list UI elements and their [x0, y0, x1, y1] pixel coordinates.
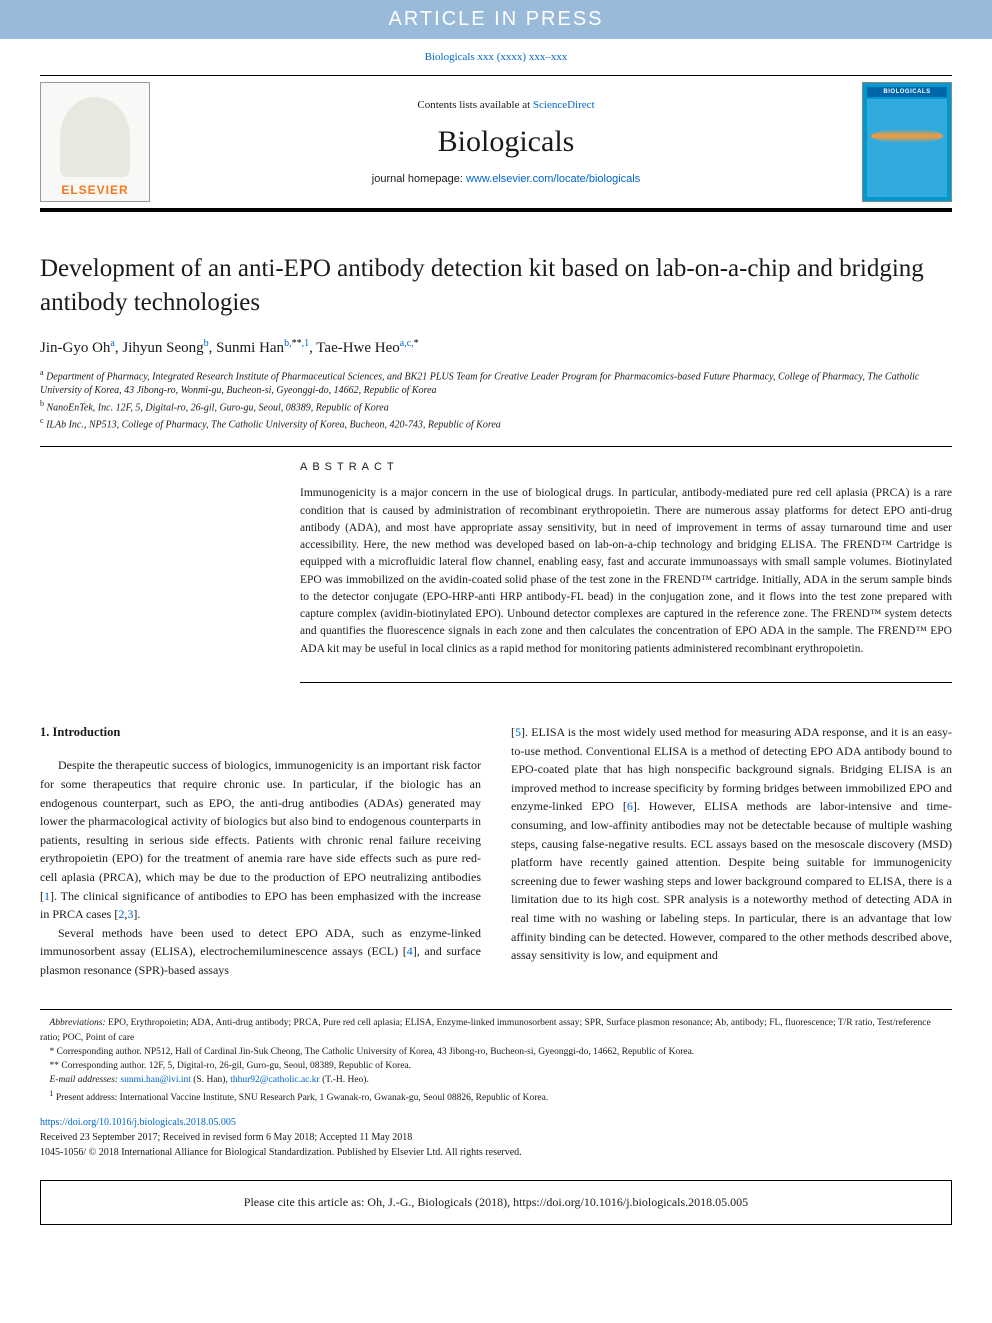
abbreviations: Abbreviations: EPO, Erythropoietin; ADA,… — [40, 1016, 952, 1045]
section-1-heading: 1. Introduction — [40, 723, 481, 742]
contents-prefix: Contents lists available at — [417, 99, 532, 111]
copyright-line: 1045-1056/ © 2018 International Alliance… — [40, 1145, 952, 1160]
intro-p2: Several methods have been used to detect… — [40, 924, 481, 980]
email-link-1[interactable]: sunmi.han@ivi.int — [120, 1075, 191, 1085]
intro-p1: Despite the therapeutic success of biolo… — [40, 756, 481, 923]
cover-title: BIOLOGICALS — [867, 87, 947, 97]
masthead: ELSEVIER Contents lists available at Sci… — [40, 75, 952, 212]
elsevier-logo: ELSEVIER — [40, 82, 150, 202]
affiliation-a: a Department of Pharmacy, Integrated Res… — [40, 367, 952, 398]
ref-2[interactable]: 2 — [118, 907, 124, 921]
elsevier-wordmark: ELSEVIER — [61, 183, 128, 197]
column-right: [5]. ELISA is the most widely used metho… — [511, 723, 952, 980]
email-addresses: E-mail addresses: sunmi.han@ivi.int (S. … — [40, 1073, 952, 1087]
homepage-prefix: journal homepage: — [372, 173, 466, 185]
sciencedirect-link[interactable]: ScienceDirect — [533, 99, 595, 111]
footnotes: Abbreviations: EPO, Erythropoietin; ADA,… — [40, 1009, 952, 1105]
cover-wave-icon — [871, 129, 943, 143]
affiliations: a Department of Pharmacy, Integrated Res… — [40, 367, 952, 448]
doi-link[interactable]: https://doi.org/10.1016/j.biologicals.20… — [40, 1117, 236, 1128]
article-title: Development of an anti-EPO antibody dete… — [40, 252, 952, 320]
elsevier-tree-icon — [60, 97, 130, 177]
present-address: 1 Present address: International Vaccine… — [40, 1088, 952, 1105]
abstract-block: ABSTRACT Immunogenicity is a major conce… — [300, 461, 952, 683]
affiliation-b: b NanoEnTek, Inc. 12F, 5, Digital-ro, 26… — [40, 398, 952, 415]
article-body: Development of an anti-EPO antibody dete… — [40, 252, 952, 979]
masthead-center: Contents lists available at ScienceDirec… — [150, 99, 862, 185]
intro-p2-cont: [5]. ELISA is the most widely used metho… — [511, 723, 952, 965]
abstract-text: Immunogenicity is a major concern in the… — [300, 485, 952, 658]
corresponding-2: ** Corresponding author. 12F, 5, Digital… — [40, 1059, 952, 1073]
email-link-2[interactable]: thhur92@catholic.ac.kr — [230, 1075, 319, 1085]
journal-cover: BIOLOGICALS — [862, 82, 952, 202]
article-in-press-banner: ARTICLE IN PRESS — [0, 0, 992, 39]
journal-homepage-line: journal homepage: www.elsevier.com/locat… — [150, 173, 862, 185]
column-left: 1. Introduction Despite the therapeutic … — [40, 723, 481, 980]
running-head: Biologicals xxx (xxxx) xxx–xxx — [0, 39, 992, 75]
affiliation-c: c ILAb Inc., NP513, College of Pharmacy,… — [40, 415, 952, 432]
received-line: Received 23 September 2017; Received in … — [40, 1130, 952, 1145]
contents-lists-line: Contents lists available at ScienceDirec… — [150, 99, 862, 111]
journal-title: Biologicals — [150, 125, 862, 159]
body-columns: 1. Introduction Despite the therapeutic … — [40, 723, 952, 980]
journal-homepage-link[interactable]: www.elsevier.com/locate/biologicals — [466, 173, 640, 185]
abstract-heading: ABSTRACT — [300, 461, 952, 473]
cite-box: Please cite this article as: Oh, J.-G., … — [40, 1180, 952, 1225]
cover-body — [867, 99, 947, 197]
corresponding-1: * Corresponding author. NP512, Hall of C… — [40, 1045, 952, 1059]
doi-block: https://doi.org/10.1016/j.biologicals.20… — [40, 1115, 952, 1160]
authors: Jin-Gyo Oha, Jihyun Seongb, Sunmi Hanb,*… — [40, 338, 952, 357]
